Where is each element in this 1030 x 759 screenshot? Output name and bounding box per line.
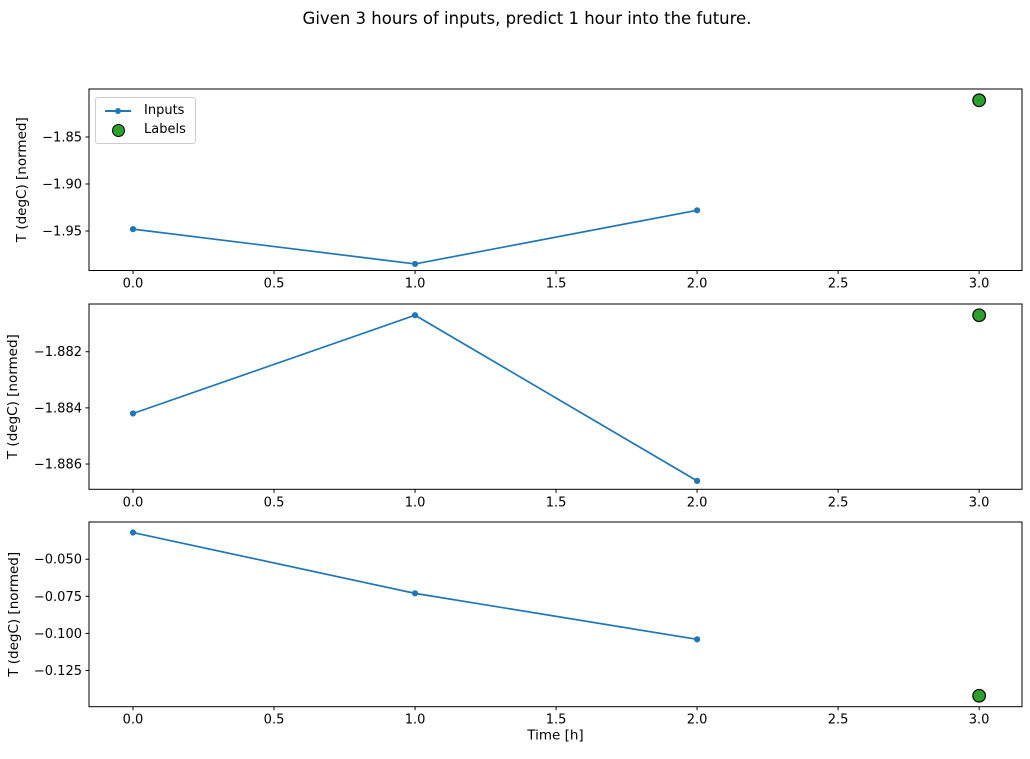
subplot-1: 0.0 0.5 1.0 1.5 2.0 2.5 3.0 −1.85 −1.90 −1.95 T (d… — [14, 88, 1023, 292]
legend-item-inputs: Inputs — [105, 104, 195, 118]
x-tick-label: 0.0 — [123, 495, 144, 510]
inputs-marker — [693, 636, 701, 643]
x-tick-label: 1.5 — [546, 713, 567, 728]
plot-frame — [88, 521, 1023, 708]
y-tick-label: −1.886 — [34, 458, 82, 473]
inputs-marker — [129, 529, 137, 536]
x-tick-label: 2.5 — [828, 713, 849, 728]
x-tick-label: 2.5 — [828, 495, 849, 510]
figure-title: Given 3 hours of inputs, predict 1 hour … — [302, 9, 752, 28]
inputs-marker — [693, 207, 701, 214]
inputs-marker — [693, 477, 701, 484]
plot-frame — [88, 88, 1023, 271]
legend-label-inputs: Inputs — [144, 103, 185, 118]
y-axis-label: T (degC) [normed] — [6, 552, 22, 678]
y-tick-label: −1.95 — [42, 225, 82, 240]
x-tick-label: 3.0 — [969, 495, 990, 510]
plot-frame — [88, 303, 1023, 490]
y-tick-label: −0.100 — [34, 627, 82, 642]
inputs-marker — [129, 410, 137, 417]
y-tick-label: −1.884 — [34, 401, 82, 416]
subplot-2: 0.0 0.5 1.0 1.5 2.0 2.5 3.0 −1.882 −1.884 −1.886 T… — [5, 303, 1023, 510]
labels-marker — [972, 93, 987, 108]
labels-marker — [972, 308, 987, 323]
inputs-line — [132, 314, 698, 482]
y-tick-label: −0.075 — [34, 590, 82, 605]
y-axis-label: T (degC) [normed] — [14, 117, 30, 243]
inputs-marker — [129, 226, 137, 233]
legend: Inputs Labels — [95, 97, 196, 144]
y-tick-label: −1.882 — [34, 345, 82, 360]
y-tick-label: −1.90 — [42, 177, 82, 192]
y-tick-label: −0.125 — [34, 664, 82, 679]
x-tick-label: 0.0 — [123, 713, 144, 728]
x-tick-label: 3.0 — [969, 713, 990, 728]
subplot-3: 0.0 0.5 1.0 1.5 2.0 2.5 3.0 −0.050 −0.075 −0.100 −… — [6, 521, 1023, 744]
x-tick-label: 2.0 — [687, 713, 708, 728]
x-tick-label: 2.0 — [687, 495, 708, 510]
y-axis-label: T (degC) [normed] — [5, 334, 21, 460]
x-axis-label: Time [h] — [526, 728, 583, 744]
x-tick-label: 0.5 — [264, 495, 285, 510]
x-tick-label: 2.0 — [687, 277, 708, 292]
x-tick-label: 1.0 — [405, 277, 426, 292]
labels-dot-icon — [105, 123, 131, 137]
y-tick-label: −0.050 — [34, 553, 82, 568]
x-tick-label: 0.5 — [264, 713, 285, 728]
x-tick-label: 1.5 — [546, 495, 567, 510]
x-tick-label: 2.5 — [828, 277, 849, 292]
inputs-line — [132, 531, 698, 641]
x-tick-label: 1.5 — [546, 277, 567, 292]
inputs-line — [132, 209, 698, 265]
x-tick-label: 1.0 — [405, 713, 426, 728]
legend-label-labels: Labels — [144, 122, 186, 137]
x-tick-label: 0.5 — [264, 277, 285, 292]
inputs-marker — [411, 590, 419, 597]
labels-marker — [972, 688, 987, 703]
y-tick-label: −1.85 — [42, 130, 82, 145]
inputs-marker — [411, 312, 419, 319]
x-tick-label: 1.0 — [405, 495, 426, 510]
inputs-marker — [411, 260, 419, 268]
x-tick-label: 3.0 — [969, 277, 990, 292]
inputs-line-icon — [105, 108, 131, 114]
legend-item-labels: Labels — [105, 123, 195, 137]
x-tick-label: 0.0 — [123, 277, 144, 292]
